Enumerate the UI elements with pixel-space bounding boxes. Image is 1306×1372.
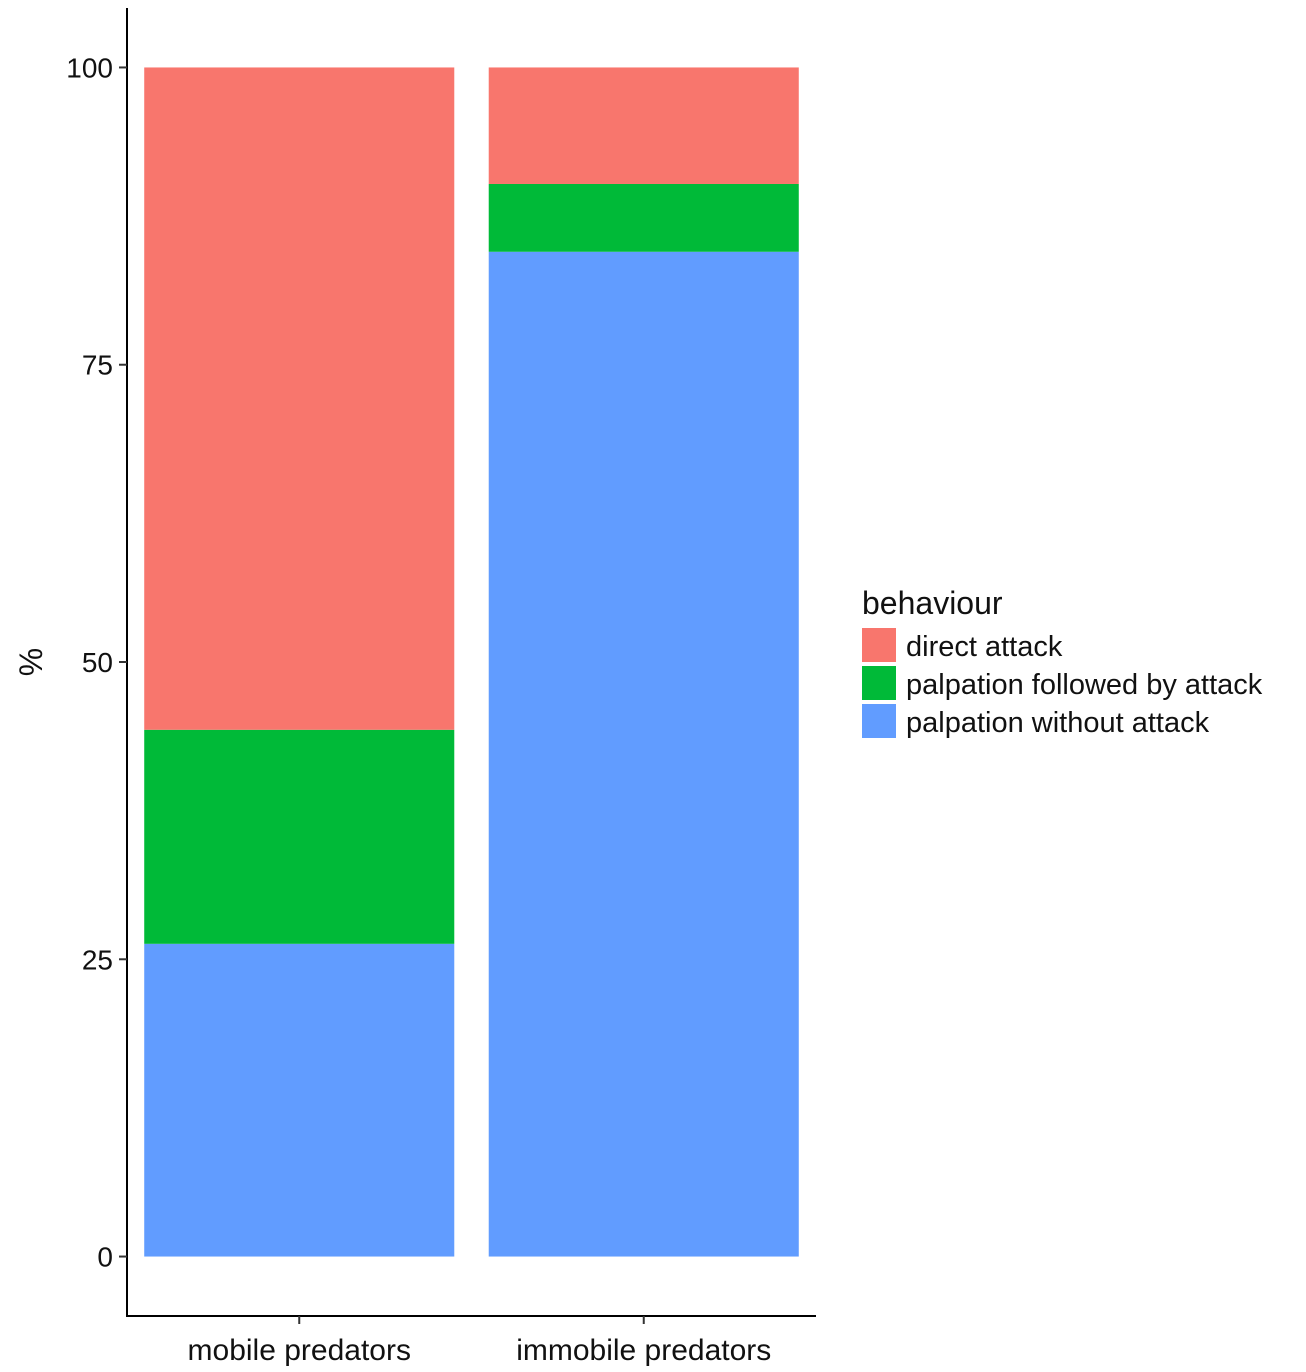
y-axis-ticks: 0 25 50 75 100 <box>66 52 127 1273</box>
y-tick-label: 50 <box>82 647 113 678</box>
x-tick-label: immobile predators <box>516 1334 771 1367</box>
y-tick-label: 75 <box>82 350 113 381</box>
y-tick-label: 100 <box>66 52 113 83</box>
legend-label-direct-attack: direct attack <box>906 631 1063 663</box>
legend-title: behaviour <box>862 585 1003 621</box>
legend-key-palpation-without-attack <box>862 704 896 738</box>
bar-immobile-predators-direct-attack <box>488 67 799 184</box>
y-tick-label: 0 <box>97 1242 113 1273</box>
bar-mobile-predators-palpation-without-attack <box>144 943 455 1257</box>
legend-label-palpation-without-attack: palpation without attack <box>906 707 1210 739</box>
legend-label-palpation-followed-by-attack: palpation followed by attack <box>906 669 1263 701</box>
y-tick-label: 25 <box>82 944 113 975</box>
y-axis-title: % <box>13 648 49 676</box>
legend-key-palpation-followed-by-attack <box>862 666 896 700</box>
legend-key-direct-attack <box>862 628 896 662</box>
bar-mobile-predators-direct-attack <box>144 67 455 730</box>
bar-immobile-predators-palpation-followed-by-attack <box>488 183 799 252</box>
legend: behaviour direct attack palpation followe… <box>862 585 1263 739</box>
bar-immobile-predators-palpation-without-attack <box>488 251 799 1257</box>
x-axis-ticks: mobile predators immobile predators <box>188 1316 771 1367</box>
x-tick-label: mobile predators <box>188 1334 411 1367</box>
bars-layer <box>144 67 799 1257</box>
bar-mobile-predators-palpation-followed-by-attack <box>144 729 455 944</box>
